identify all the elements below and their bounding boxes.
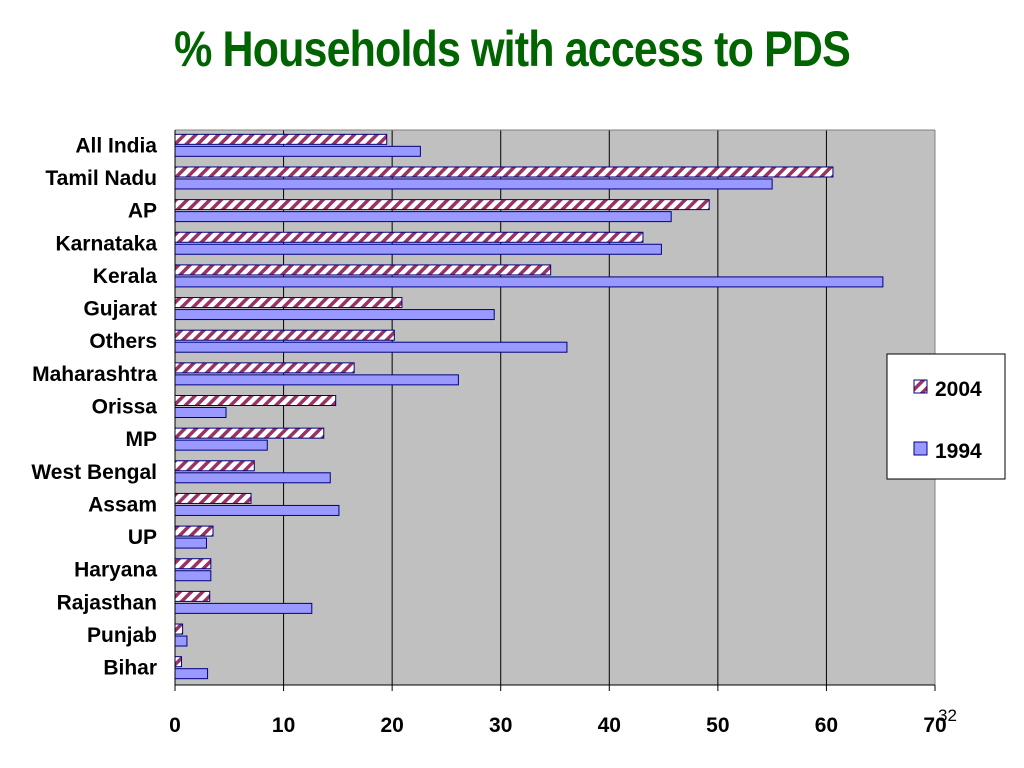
bar-west-bengal-2004 — [174, 460, 255, 472]
bar-ap-1994 — [174, 211, 672, 223]
category-label-ap: AP — [128, 200, 157, 223]
bar-up-1994 — [174, 537, 207, 549]
legend-swatch-1994 — [913, 441, 928, 456]
bar-karnataka-1994 — [174, 243, 662, 255]
bar-west-bengal-1994 — [174, 472, 331, 484]
slide-title: % Households with access to PDS — [174, 21, 851, 77]
bar-karnataka-2004 — [174, 231, 644, 243]
bar-rajasthan-2004 — [174, 590, 211, 602]
category-label-bihar: Bihar — [103, 657, 157, 680]
x-tick-label-30: 30 — [489, 714, 512, 737]
bar-gujarat-1994 — [174, 309, 495, 321]
category-label-maharashtra: Maharashtra — [32, 363, 157, 386]
bar-haryana-2004 — [174, 558, 212, 570]
category-label-rajasthan: Rajasthan — [57, 591, 157, 614]
plot-area — [175, 130, 935, 685]
page-number: 32 — [938, 706, 957, 725]
category-label-assam: Assam — [88, 493, 157, 516]
bar-all-india-2004 — [174, 133, 388, 145]
category-label-others: Others — [89, 330, 157, 353]
bar-gujarat-2004 — [174, 297, 403, 309]
bar-rajasthan-1994 — [174, 602, 313, 614]
bar-bihar-1994 — [174, 668, 209, 680]
bar-kerala-1994 — [174, 276, 884, 288]
bar-tamil-nadu-2004 — [174, 166, 834, 178]
category-label-orissa: Orissa — [92, 396, 158, 419]
bars-group — [174, 133, 884, 680]
category-label-kerala: Kerala — [93, 265, 158, 288]
bar-haryana-1994 — [174, 570, 212, 582]
category-label-gujarat: Gujarat — [83, 298, 157, 321]
bar-punjab-1994 — [174, 635, 188, 647]
bar-assam-2004 — [174, 492, 252, 504]
category-label-up: UP — [128, 526, 157, 549]
x-tick-label-40: 40 — [598, 714, 621, 737]
legend-box — [886, 353, 1006, 480]
bar-up-2004 — [174, 525, 214, 537]
legend: 2004 1994 — [886, 353, 1006, 480]
bar-mp-2004 — [174, 427, 325, 439]
category-label-west-bengal: West Bengal — [31, 461, 157, 484]
x-tick-label-70: 70 — [923, 714, 946, 737]
legend-label-2004: 2004 — [935, 378, 982, 401]
bar-ap-2004 — [174, 199, 710, 211]
category-labels: All India Tamil Nadu AP Karnataka Kerala Guja… — [31, 134, 157, 679]
bar-tamil-nadu-1994 — [174, 178, 773, 190]
bar-all-india-1994 — [174, 145, 421, 157]
x-tick-label-20: 20 — [380, 714, 403, 737]
x-tick-label-10: 10 — [272, 714, 295, 737]
legend-label-1994: 1994 — [935, 440, 982, 463]
category-label-all-india: All India — [75, 134, 157, 157]
bar-others-2004 — [174, 329, 395, 341]
x-tick-label-0: 0 — [169, 714, 181, 737]
x-tick-label-60: 60 — [815, 714, 838, 737]
category-label-tamil-nadu: Tamil Nadu — [45, 167, 157, 190]
x-axis: 0 10 20 30 40 50 60 70 — [169, 130, 947, 737]
category-label-karnataka: Karnataka — [55, 232, 157, 255]
bar-orissa-1994 — [174, 407, 227, 418]
bar-assam-1994 — [174, 504, 340, 516]
bar-bihar-2004 — [174, 656, 183, 668]
bar-maharashtra-1994 — [174, 374, 459, 386]
bar-mp-1994 — [174, 439, 268, 451]
bar-maharashtra-2004 — [174, 362, 355, 374]
legend-swatch-2004 — [913, 379, 928, 394]
bar-others-1994 — [174, 341, 568, 353]
x-tick-label-50: 50 — [706, 714, 729, 737]
category-label-haryana: Haryana — [74, 559, 157, 582]
category-label-mp: MP — [126, 428, 158, 451]
bar-punjab-2004 — [174, 623, 184, 635]
bar-kerala-2004 — [174, 264, 552, 276]
bar-orissa-2004 — [174, 395, 337, 406]
category-label-punjab: Punjab — [87, 624, 157, 647]
